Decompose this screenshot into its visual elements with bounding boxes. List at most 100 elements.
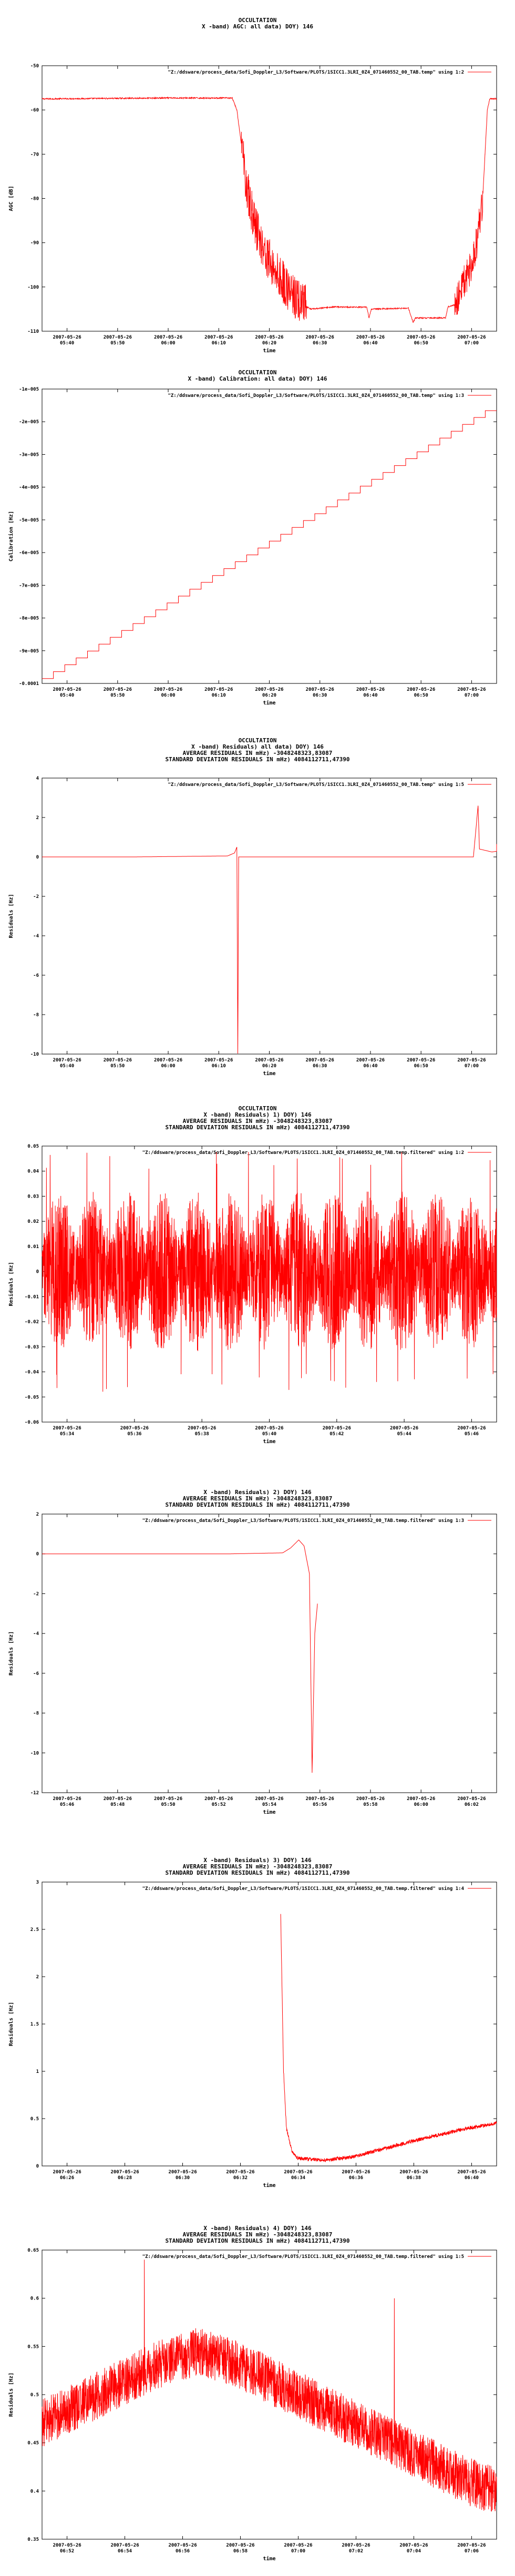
- x-tick-date: 2007-05-26: [457, 687, 486, 692]
- y-tick-label: -6e-005: [19, 550, 39, 556]
- x-tick-date: 2007-05-26: [204, 335, 233, 340]
- y-tick-label: -0.0001: [19, 681, 39, 687]
- y-axis-label: Residuals [Hz]: [8, 894, 14, 938]
- chart-title-line: X -band) AGC: all data) DOY) 146: [202, 23, 313, 30]
- x-tick-time: 07:00: [465, 1064, 479, 1069]
- x-tick-time: 06:40: [363, 1064, 377, 1069]
- residuals-3-chart: X -band) Residuals) 3) DOY) 146 AVERAGE R…: [0, 1835, 515, 2203]
- x-axis-label: time: [263, 1070, 275, 1077]
- y-tick-label: 4: [36, 776, 39, 781]
- x-tick-time: 07:00: [291, 2549, 305, 2554]
- y-tick-label: -0.06: [25, 1420, 39, 1425]
- x-tick-time: 06:00: [161, 1064, 175, 1069]
- x-tick-date: 2007-05-26: [399, 2543, 428, 2548]
- y-tick-label: -0.04: [25, 1370, 39, 1375]
- legend-label: "Z:/ddsware/process_data/Sofi_Doppler_L3…: [168, 393, 464, 398]
- x-tick-date: 2007-05-26: [356, 1058, 385, 1063]
- x-tick-date: 2007-05-26: [204, 1796, 233, 1802]
- y-axis-label: AGC [dB]: [8, 186, 14, 211]
- chart-title-line: OCCULTATION: [239, 17, 277, 24]
- y-tick-label: -70: [30, 152, 39, 157]
- chart-title-line: STANDARD DEVIATION RESIDUALS IN mHz) 408…: [166, 1124, 350, 1131]
- chart-title-line: X -band) Residuals) 3) DOY) 146: [203, 1857, 312, 1864]
- x-tick-time: 05:38: [195, 1432, 209, 1437]
- x-tick-date: 2007-05-26: [407, 1058, 435, 1063]
- series-line: [42, 805, 497, 1054]
- x-tick-time: 06:40: [363, 693, 377, 698]
- chart-title-line: OCCULTATION: [239, 369, 277, 376]
- x-tick-time: 06:28: [118, 2175, 132, 2181]
- x-tick-date: 2007-05-26: [284, 2170, 312, 2175]
- x-tick-date: 2007-05-26: [457, 1426, 486, 1431]
- x-tick-date: 2007-05-26: [457, 2170, 486, 2175]
- chart-title-line: AVERAGE RESIDUALS IN mHz) -3048248323,83…: [183, 1863, 333, 1870]
- x-tick-date: 2007-05-26: [255, 1058, 283, 1063]
- x-tick-time: 07:04: [407, 2549, 421, 2554]
- y-tick-label: -0.05: [25, 1395, 39, 1400]
- y-tick-label: 2: [36, 1512, 39, 1517]
- x-tick-time: 06:02: [465, 1802, 479, 1807]
- x-tick-date: 2007-05-26: [53, 335, 81, 340]
- x-tick-time: 06:30: [313, 341, 327, 346]
- series-line: [42, 2260, 497, 2512]
- x-tick-time: 06:30: [313, 693, 327, 698]
- y-tick-label: 1.5: [30, 2022, 39, 2027]
- x-tick-time: 06:34: [291, 2175, 306, 2181]
- x-tick-date: 2007-05-26: [356, 687, 385, 692]
- x-tick-date: 2007-05-26: [457, 335, 486, 340]
- y-tick-label: -50: [30, 64, 39, 69]
- residuals-all-chart: OCCULTATION X -band) Residuals) all data)…: [0, 731, 515, 1099]
- x-tick-date: 2007-05-26: [255, 335, 283, 340]
- x-tick-date: 2007-05-26: [188, 1426, 216, 1431]
- x-tick-date: 2007-05-26: [53, 1796, 81, 1802]
- y-tick-label: 0.02: [27, 1219, 39, 1224]
- chart-title-line: AVERAGE RESIDUALS IN mHz) -3048248323,83…: [183, 750, 333, 757]
- x-axis-label: time: [263, 1809, 275, 1815]
- y-tick-label: -4: [33, 934, 39, 939]
- x-tick-time: 06:00: [161, 341, 175, 346]
- x-tick-time: 06:32: [233, 2175, 248, 2181]
- x-tick-date: 2007-05-26: [457, 1796, 486, 1802]
- x-tick-date: 2007-05-26: [356, 1796, 385, 1802]
- x-tick-date: 2007-05-26: [226, 2543, 254, 2548]
- chart-title-line: AVERAGE RESIDUALS IN mHz) -3048248323,83…: [183, 2231, 333, 2238]
- legend-label: "Z:/ddsware/process_data/Sofi_Doppler_L3…: [142, 1150, 464, 1156]
- x-tick-date: 2007-05-26: [323, 1426, 351, 1431]
- y-tick-label: -4: [33, 1631, 39, 1637]
- x-tick-time: 06:50: [414, 341, 428, 346]
- x-tick-date: 2007-05-26: [53, 1426, 81, 1431]
- x-tick-time: 06:58: [233, 2549, 248, 2554]
- x-tick-time: 05:46: [60, 1802, 74, 1807]
- residuals-1-chart: OCCULTATION X -band) Residuals) 1) DOY) 1…: [0, 1099, 515, 1467]
- x-tick-date: 2007-05-26: [255, 1426, 283, 1431]
- legend-label: "Z:/ddsware/process_data/Sofi_Doppler_L3…: [142, 1886, 465, 1892]
- x-tick-date: 2007-05-26: [104, 335, 132, 340]
- x-tick-date: 2007-05-26: [204, 687, 233, 692]
- x-tick-time: 05:52: [212, 1802, 226, 1807]
- y-axis-label: Residuals [Hz]: [8, 1262, 14, 1306]
- x-tick-time: 06:56: [176, 2549, 190, 2554]
- x-tick-time: 05:40: [60, 1064, 74, 1069]
- chart-title-line: OCCULTATION: [239, 737, 277, 744]
- y-tick-label: -90: [30, 241, 39, 246]
- series-group: [42, 410, 497, 679]
- y-tick-label: 0.04: [27, 1169, 39, 1174]
- series-line: [42, 1539, 318, 1773]
- x-tick-date: 2007-05-26: [154, 335, 182, 340]
- y-tick-label: -12: [30, 1791, 39, 1796]
- residuals-2-chart: X -band) Residuals) 2) DOY) 146 AVERAGE R…: [0, 1467, 515, 1835]
- x-tick-date: 2007-05-26: [53, 2543, 81, 2548]
- x-tick-time: 06:50: [414, 1064, 428, 1069]
- x-tick-date: 2007-05-26: [407, 687, 435, 692]
- x-tick-date: 2007-05-26: [104, 1058, 132, 1063]
- y-tick-label: 0: [36, 2164, 39, 2169]
- plot-frame: [42, 778, 497, 1055]
- y-tick-label: -3e-005: [19, 452, 39, 457]
- x-tick-time: 07:00: [465, 341, 479, 346]
- x-tick-time: 06:40: [363, 341, 377, 346]
- x-tick-date: 2007-05-26: [104, 687, 132, 692]
- y-axis-label: Residuals [Hz]: [8, 2373, 14, 2417]
